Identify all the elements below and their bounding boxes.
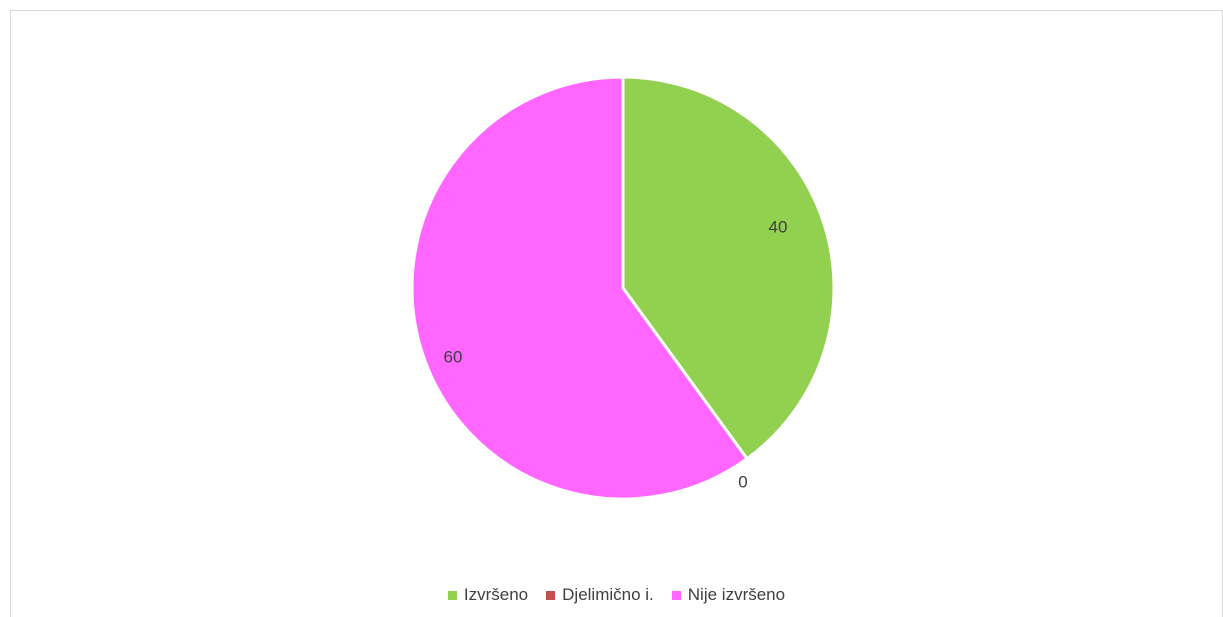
data-label-nije-izvrseno: 60 [444, 347, 463, 366]
pie-slice-izvrseno [621, 75, 836, 461]
legend-swatch-djelimicno [546, 590, 556, 600]
chart-area: 40 0 60 Izvršeno Djelimično i. Nije izvrše… [10, 10, 1223, 617]
legend-item-djelimicno: Djelimično i. [546, 585, 654, 605]
pie-slice-nije-izvrseno [410, 75, 749, 501]
legend-item-nije-izvrseno: Nije izvršeno [671, 585, 786, 605]
data-label-izvrseno: 40 [769, 217, 788, 236]
legend-label-izvrseno: Izvršeno [463, 585, 529, 604]
legend-label-nije-izvrseno: Nije izvršeno [687, 585, 786, 604]
legend-label-djelimicno: Djelimično i. [562, 585, 654, 604]
legend: Izvršeno Djelimično i. Nije izvršeno [11, 585, 1222, 605]
legend-swatch-nije-izvrseno [671, 590, 681, 600]
legend-swatch-izvrseno [447, 590, 457, 600]
pie-chart: 40 0 60 [410, 75, 836, 501]
data-label-djelimicno: 0 [738, 472, 747, 491]
legend-item-izvrseno: Izvršeno [447, 585, 529, 605]
